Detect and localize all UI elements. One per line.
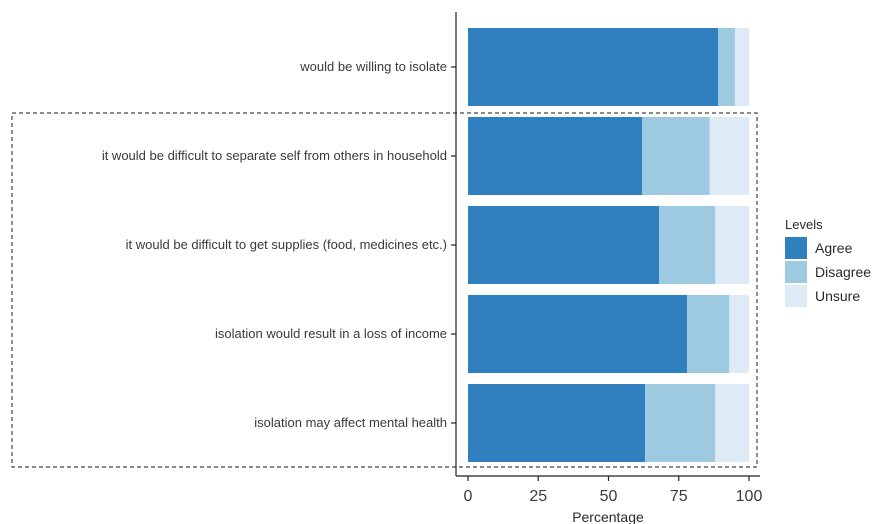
legend-swatch-agree	[785, 237, 807, 259]
bar-unsure-3	[729, 295, 749, 373]
category-label-4: isolation may affect mental health	[254, 415, 447, 430]
highlight-box	[11, 112, 758, 468]
bar-agree-3	[468, 295, 688, 373]
legend: Levels Agree Disagree Unsure	[785, 217, 871, 307]
bar-disagree-3	[687, 295, 730, 373]
bar-disagree-2	[659, 206, 716, 284]
x-axis-title: Percentage	[572, 509, 644, 524]
legend-label-unsure: Unsure	[815, 288, 860, 304]
bar-agree-2	[468, 206, 660, 284]
bar-unsure-0	[734, 28, 749, 106]
category-label-3: isolation would result in a loss of inco…	[215, 326, 447, 341]
legend-swatch-unsure	[785, 285, 807, 307]
x-tick-label-1: 25	[529, 488, 547, 505]
bar-unsure-2	[715, 206, 749, 284]
bar-unsure-1	[709, 117, 749, 195]
legend-title: Levels	[785, 217, 823, 232]
bar-disagree-1	[642, 117, 710, 195]
x-ticks: 0 25 50 75 100	[464, 476, 763, 505]
x-tick-label-2: 50	[600, 488, 618, 505]
x-tick-label-0: 0	[464, 488, 473, 505]
category-label-1: it would be difficult to separate self f…	[102, 148, 447, 163]
bar-disagree-4	[645, 384, 716, 462]
legend-label-agree: Agree	[815, 240, 853, 256]
category-label-0: would be willing to isolate	[299, 59, 447, 74]
legend-swatch-disagree	[785, 261, 807, 283]
bar-agree-4	[468, 384, 646, 462]
bar-disagree-0	[718, 28, 735, 106]
bars-group	[468, 28, 749, 462]
x-tick-label-3: 75	[670, 488, 688, 505]
category-label-2: it would be difficult to get supplies (f…	[126, 237, 447, 252]
category-labels: would be willing to isolate it would be d…	[102, 59, 456, 430]
bar-unsure-4	[715, 384, 749, 462]
legend-label-disagree: Disagree	[815, 264, 871, 280]
x-tick-label-4: 100	[736, 488, 763, 505]
bar-agree-1	[468, 117, 643, 195]
bar-agree-0	[468, 28, 719, 106]
